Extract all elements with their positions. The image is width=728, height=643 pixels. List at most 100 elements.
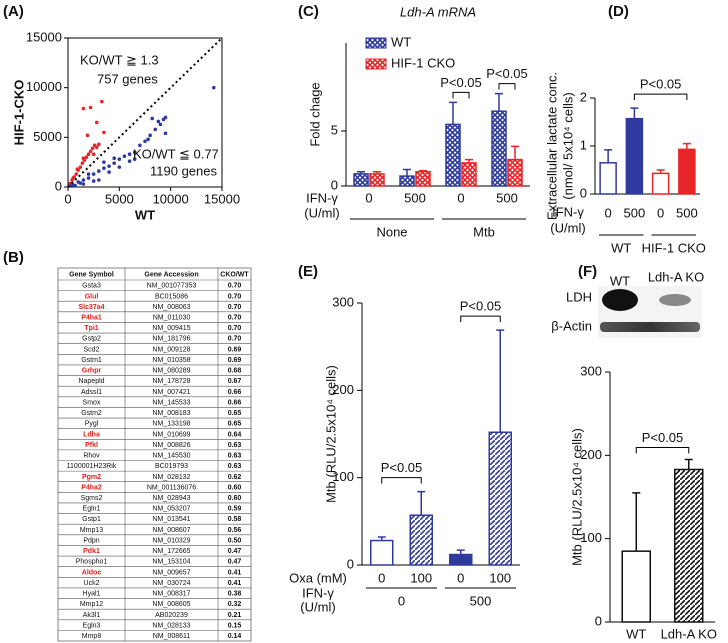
y-tick-label: 0 [331, 177, 338, 192]
x-tick-label: 5000 [105, 191, 134, 206]
error-bar [419, 169, 427, 172]
x-tick-label: 0 [64, 191, 71, 206]
scatter-point [71, 176, 75, 180]
table-cell: 0.14 [228, 633, 242, 640]
panel-label: (D) [608, 3, 629, 20]
scatter-point [158, 122, 163, 127]
table-cell: Hyal1 [83, 591, 101, 598]
scatter-point [102, 166, 106, 170]
annotation: KO/WT ≦ 0.77 [133, 146, 219, 161]
table-cell: 0.65 [228, 410, 242, 417]
scatter-point [97, 142, 101, 147]
table-cell: NM_009415 [152, 325, 190, 332]
table-cell: Smox [83, 399, 101, 406]
table-cell: NM_028133 [152, 622, 190, 629]
table-cell: Gstp1 [82, 516, 101, 523]
table-cell: 0.69 [228, 357, 242, 364]
y-tick-label: 10000 [26, 79, 62, 94]
table-cell: BC015086 [155, 293, 188, 300]
table-cell: NM_028132 [152, 474, 190, 481]
scatter-point [81, 182, 86, 186]
table-cell: 0.60 [228, 484, 242, 491]
error-bar [465, 158, 473, 163]
error-bar [604, 149, 613, 163]
bar [369, 173, 385, 187]
table-header: Gene Symbol [69, 271, 114, 278]
panel-label: (A) [3, 3, 24, 20]
table-cell: 0.47 [228, 559, 242, 566]
table-cell: P4ha2 [81, 484, 102, 491]
error-bar [373, 170, 381, 174]
x-tick-label: 100 [489, 570, 511, 585]
table-cell: 0.70 [228, 336, 242, 343]
table-cell: 0.68 [228, 368, 242, 375]
table-cell: Pygl [85, 421, 99, 428]
group-label: HIF-1 CKO [642, 240, 706, 255]
scatter-point [78, 181, 83, 185]
annotation: P<0.05 [460, 299, 502, 314]
table-header: Gene Accession [144, 271, 198, 278]
table-cell: NM_008605 [152, 601, 190, 608]
table-cell: NM_008317 [152, 591, 190, 598]
scatter-point [90, 146, 95, 151]
table-cell: NM_028943 [152, 495, 190, 502]
table-cell: 0.60 [228, 495, 242, 502]
error-bar [682, 142, 691, 150]
table-cell: NM_008063 [152, 304, 190, 311]
scatter-point [117, 157, 122, 161]
group-label: None [376, 224, 407, 239]
scatter-point [163, 131, 168, 136]
scatter-point [117, 165, 122, 169]
table-cell: Egln1 [83, 506, 101, 513]
table-cell: 0.69 [228, 346, 242, 353]
table-cell: 0.63 [228, 463, 242, 470]
bar [491, 110, 507, 187]
annotation: P<0.05 [440, 75, 482, 90]
table-border [57, 267, 252, 642]
table-cell: Grhpr [82, 368, 102, 375]
legend-label: HIF-1 CKO [391, 55, 455, 70]
bar [461, 162, 477, 187]
y-tick-label: 0 [347, 556, 354, 571]
annotation: P<0.05 [642, 430, 684, 445]
table-cell: 0.65 [228, 421, 242, 428]
scatter-point [163, 115, 168, 120]
scatter-point [85, 133, 90, 138]
x-tick-label: 500 [496, 190, 518, 205]
scatter-point [102, 160, 106, 164]
table-cell: Aldoc [82, 569, 102, 576]
y-tick-label: 0 [595, 613, 602, 628]
bar [507, 158, 523, 187]
bar [399, 175, 415, 187]
y-tick-label: 300 [332, 294, 354, 309]
scatter-point [107, 164, 111, 168]
x-tick-label: 0 [657, 205, 664, 220]
scatter-point [211, 85, 216, 90]
table-cell: Gstp2 [82, 336, 101, 343]
x-axis-title: IFN-γ [306, 190, 338, 205]
error-bar [417, 490, 426, 516]
x-tick-label: 500 [676, 205, 698, 220]
scatter-point [80, 161, 85, 165]
scatter-point [94, 145, 99, 150]
table-cell: NM_001077353 [147, 283, 197, 290]
panel-label: (C) [298, 3, 319, 20]
scatter-point [97, 169, 101, 173]
error-bar [449, 101, 457, 125]
significance-bracket [635, 447, 690, 454]
error-bar [684, 458, 693, 470]
bar [651, 172, 670, 195]
error-bar [496, 329, 505, 433]
table-cell: NM_008826 [152, 442, 190, 449]
error-bar [495, 92, 503, 112]
bar [409, 514, 433, 566]
scatter-point [81, 156, 86, 160]
table-cell: 0.63 [228, 453, 242, 460]
western-blot [598, 286, 702, 338]
scatter-point [148, 133, 152, 138]
y-tick-label: 0 [580, 185, 587, 200]
x-axis-title: (U/ml) [304, 205, 339, 220]
y-tick-label: 200 [332, 382, 354, 397]
scatter-point [73, 183, 77, 188]
